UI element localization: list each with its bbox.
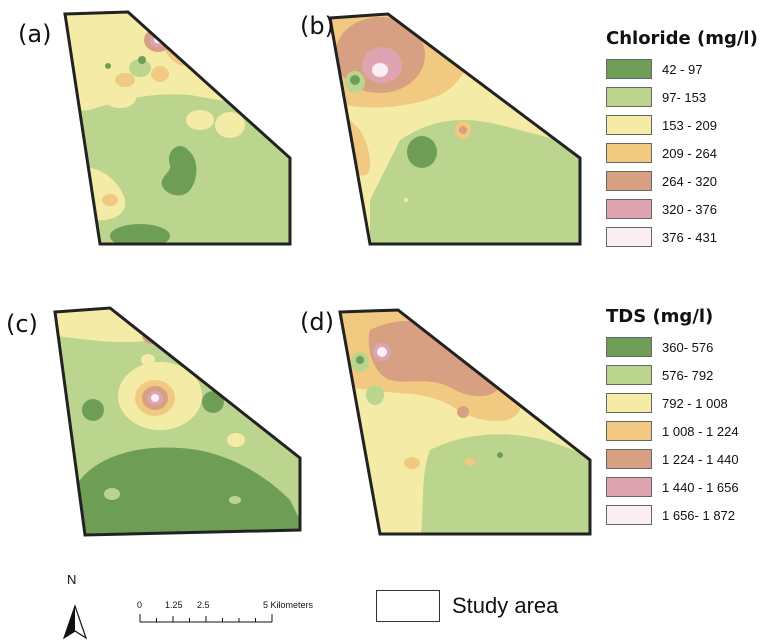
study-area-label: Study area — [452, 593, 559, 618]
chloride-legend-swatch — [606, 115, 652, 135]
chloride-legend-item: 376 - 431 — [606, 223, 758, 251]
map-d — [338, 308, 592, 536]
tds-legend-swatch — [606, 421, 652, 441]
tds-legend-label: 1 224 - 1 440 — [662, 451, 739, 467]
tds-legend-item: 1 008 - 1 224 — [606, 417, 739, 445]
chloride-legend-label: 42 - 97 — [662, 61, 703, 77]
chloride-legend-label: 376 - 431 — [662, 229, 717, 245]
panel-label-c: (c) — [6, 310, 38, 338]
chloride-legend-item: 209 - 264 — [606, 139, 758, 167]
chloride-legend-item: 97- 153 — [606, 83, 758, 111]
tds-legend-title: TDS (mg/l) — [606, 306, 714, 327]
tds-legend-swatch — [606, 477, 652, 497]
map-a — [63, 10, 292, 246]
chloride-legend-item: 42 - 97 — [606, 55, 758, 83]
tds-legend-item: 1 224 - 1 440 — [606, 445, 739, 473]
chloride-legend-label: 153 - 209 — [662, 117, 717, 133]
tds-legend-swatch — [606, 365, 652, 385]
scale-bar-graphic — [139, 614, 273, 623]
chloride-legend-swatch — [606, 143, 652, 163]
chloride-legend-label: 209 - 264 — [662, 145, 717, 161]
scale-tick-label: 5 Kilometers — [263, 600, 314, 610]
chloride-legend-label: 97- 153 — [662, 89, 707, 105]
north-arrow-label: N — [67, 572, 77, 587]
scale-tick-label: 2.5 — [197, 600, 210, 610]
north-arrow-icon — [62, 604, 88, 640]
map-b — [328, 12, 582, 246]
tds-legend-label: 1 008 - 1 224 — [662, 423, 739, 439]
panel-label-a: (a) — [18, 20, 52, 48]
tds-legend: TDS (mg/l) 360- 576 576- 792 792 - 1 008 1 … — [606, 306, 739, 529]
map-panels — [53, 10, 592, 537]
tds-legend-label: 792 - 1 008 — [662, 395, 728, 411]
chloride-legend: Chloride (mg/l) 42 - 97 97- 153 153 - 209 2… — [606, 28, 758, 251]
tds-legend-swatch — [606, 505, 652, 525]
chloride-legend-swatch — [606, 87, 652, 107]
chloride-legend-item: 153 - 209 — [606, 111, 758, 139]
tds-legend-label: 360- 576 — [662, 339, 714, 355]
tds-legend-swatch — [606, 449, 652, 469]
chloride-legend-item: 264 - 320 — [606, 167, 758, 195]
chloride-legend-title: Chloride (mg/l) — [606, 28, 758, 49]
tds-legend-item: 1 656- 1 872 — [606, 501, 739, 529]
tds-legend-label: 1 440 - 1 656 — [662, 479, 739, 495]
chloride-legend-label: 320 - 376 — [662, 201, 717, 217]
chloride-legend-swatch — [606, 227, 652, 247]
scale-tick-label: 0 — [137, 600, 143, 610]
chloride-legend-swatch — [606, 59, 652, 79]
tds-legend-item: 576- 792 — [606, 361, 739, 389]
chloride-legend-label: 264 - 320 — [662, 173, 717, 189]
tds-legend-label: 1 656- 1 872 — [662, 507, 736, 523]
tds-legend-swatch — [606, 337, 652, 357]
study-area-swatch — [376, 590, 440, 622]
scale-tick-label: 1.25 — [165, 600, 183, 610]
tds-legend-item: 1 440 - 1 656 — [606, 473, 739, 501]
chloride-legend-swatch — [606, 199, 652, 219]
chloride-legend-item: 320 - 376 — [606, 195, 758, 223]
panel-label-b: (b) — [300, 12, 334, 40]
tds-legend-item: 360- 576 — [606, 333, 739, 361]
chloride-legend-swatch — [606, 171, 652, 191]
map-c — [53, 306, 302, 537]
tds-legend-swatch — [606, 393, 652, 413]
tds-legend-item: 792 - 1 008 — [606, 389, 739, 417]
panel-label-d: (d) — [300, 308, 334, 336]
tds-legend-label: 576- 792 — [662, 367, 714, 383]
